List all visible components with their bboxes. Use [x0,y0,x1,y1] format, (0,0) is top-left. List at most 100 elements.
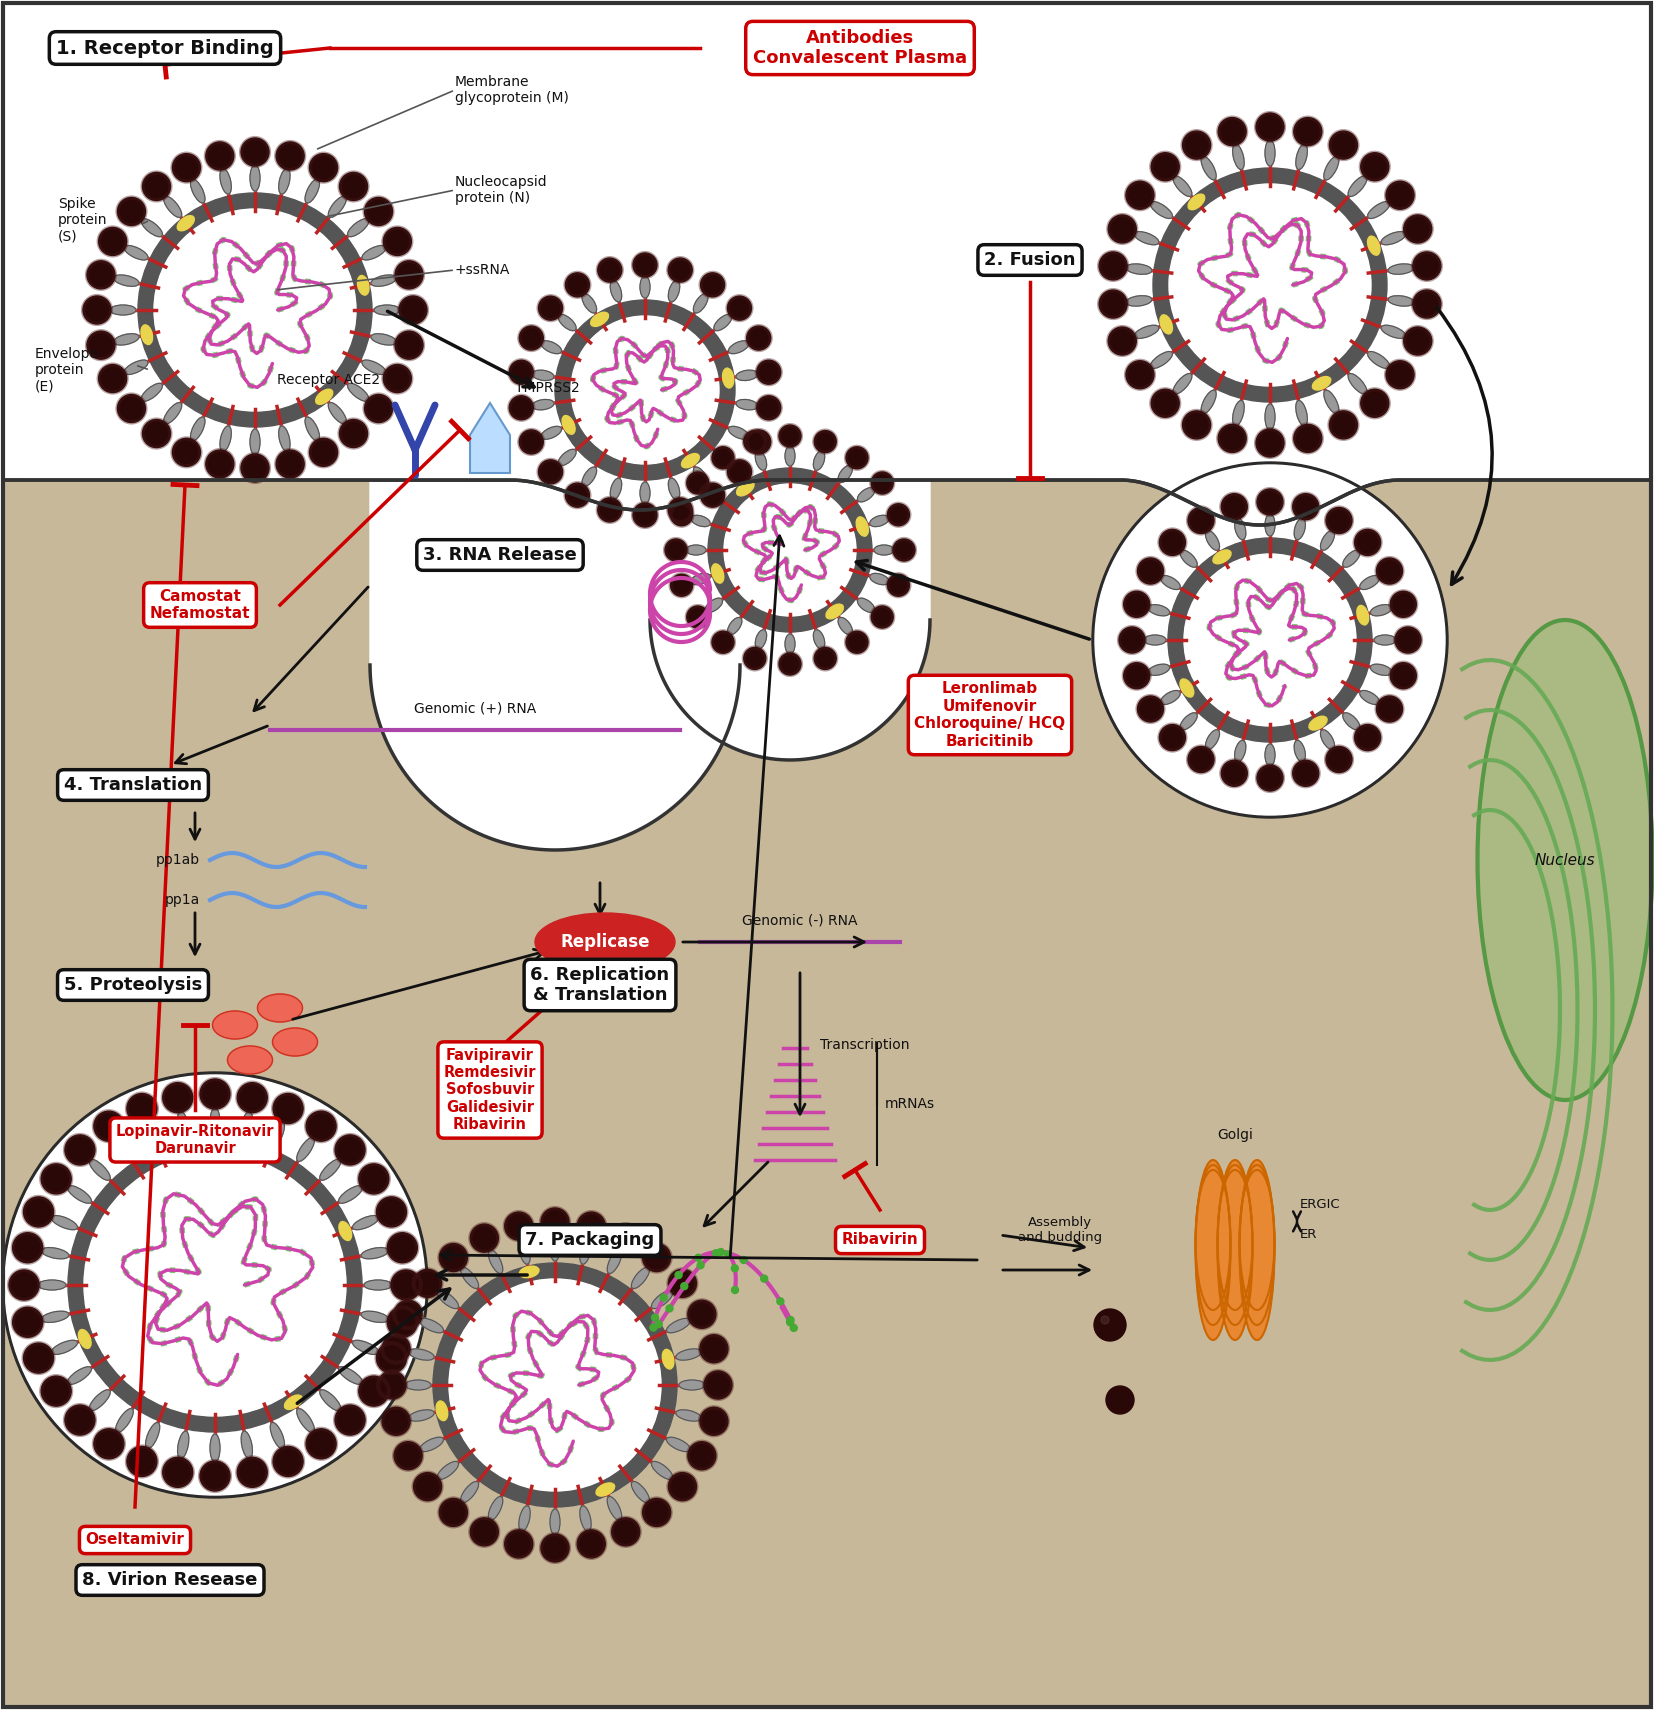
Ellipse shape [691,573,710,585]
Ellipse shape [825,604,844,619]
Circle shape [1413,291,1441,318]
Ellipse shape [1173,176,1193,197]
Ellipse shape [1374,634,1396,645]
Circle shape [205,142,233,169]
Circle shape [708,469,872,633]
Ellipse shape [662,1349,673,1370]
Ellipse shape [116,1409,134,1433]
Circle shape [1219,424,1245,453]
Ellipse shape [141,325,152,344]
Ellipse shape [691,515,710,527]
Ellipse shape [1188,195,1204,210]
Ellipse shape [1381,325,1406,339]
Circle shape [440,1498,468,1527]
Bar [3,3,1651,481]
Ellipse shape [364,1281,392,1289]
Circle shape [888,575,910,597]
Ellipse shape [270,1122,284,1147]
Ellipse shape [582,467,597,486]
Ellipse shape [632,1481,650,1503]
Circle shape [142,173,170,200]
Circle shape [273,1447,303,1476]
Ellipse shape [177,215,194,231]
Circle shape [94,1430,124,1459]
Ellipse shape [250,164,260,192]
Ellipse shape [551,1235,561,1260]
Circle shape [779,653,801,675]
Circle shape [675,1272,681,1279]
Ellipse shape [1181,713,1197,730]
Ellipse shape [715,315,731,330]
Circle shape [394,1300,422,1329]
Circle shape [1120,628,1145,653]
Circle shape [1138,696,1163,722]
Circle shape [1108,215,1136,243]
Ellipse shape [1368,352,1389,368]
Circle shape [577,1212,605,1240]
Circle shape [1108,327,1136,356]
Ellipse shape [640,482,650,504]
Ellipse shape [667,1436,690,1452]
Ellipse shape [370,333,397,345]
Circle shape [359,1377,389,1406]
Circle shape [276,450,304,479]
Ellipse shape [581,1507,590,1530]
Circle shape [65,1406,94,1435]
Circle shape [597,498,622,522]
Ellipse shape [460,1481,478,1503]
Circle shape [1361,152,1389,181]
Ellipse shape [270,1423,284,1448]
Ellipse shape [590,313,609,327]
Ellipse shape [220,426,232,451]
Ellipse shape [228,1047,273,1074]
Ellipse shape [1312,376,1331,390]
Circle shape [655,1320,662,1327]
Ellipse shape [41,1312,69,1322]
Circle shape [394,1442,422,1469]
Circle shape [306,1430,336,1459]
Ellipse shape [190,417,205,441]
Ellipse shape [1181,551,1197,568]
Circle shape [65,1135,94,1165]
Circle shape [758,361,781,385]
Ellipse shape [78,1329,91,1349]
Circle shape [41,1165,71,1194]
Circle shape [746,429,771,453]
Ellipse shape [1323,390,1338,414]
Ellipse shape [736,481,754,496]
Circle shape [695,1253,701,1262]
Polygon shape [650,481,930,759]
Circle shape [643,1498,670,1527]
Ellipse shape [1201,156,1216,180]
Ellipse shape [562,416,576,434]
Circle shape [1168,539,1373,742]
Ellipse shape [667,1318,690,1332]
Circle shape [68,1137,362,1431]
Circle shape [84,1154,346,1416]
Ellipse shape [420,1318,443,1332]
Circle shape [23,1197,53,1226]
Circle shape [1293,761,1318,787]
Ellipse shape [1150,202,1173,219]
Circle shape [1255,429,1284,457]
Ellipse shape [89,1390,111,1411]
Circle shape [2,1072,428,1498]
Ellipse shape [1196,1165,1231,1325]
Ellipse shape [728,426,749,439]
Text: Replicase: Replicase [561,934,650,951]
Circle shape [1361,390,1389,417]
Ellipse shape [319,1390,341,1411]
Ellipse shape [1239,1165,1275,1325]
Circle shape [1102,1317,1108,1324]
Text: Membrane
glycoprotein (M): Membrane glycoprotein (M) [455,75,569,104]
Circle shape [744,648,766,669]
Circle shape [700,1336,728,1363]
Ellipse shape [280,169,289,193]
Ellipse shape [361,1248,389,1259]
Ellipse shape [327,402,346,424]
Circle shape [276,142,304,169]
Ellipse shape [1368,202,1389,219]
Circle shape [1151,152,1179,181]
Ellipse shape [1343,551,1360,568]
Circle shape [541,1534,569,1561]
